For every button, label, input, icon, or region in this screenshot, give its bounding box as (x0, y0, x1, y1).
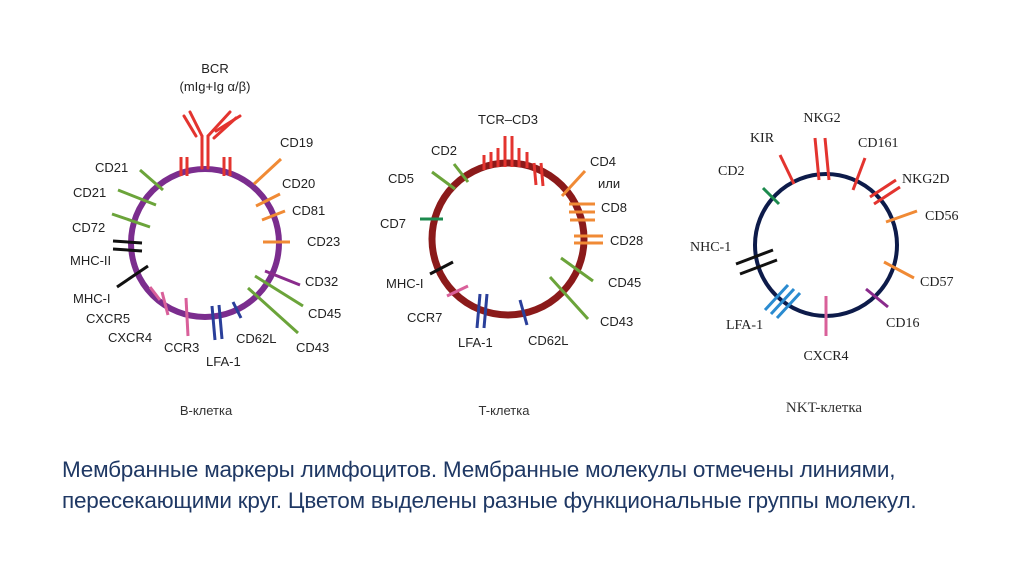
ig-alpha-beta-marker (179, 157, 232, 176)
bcr-antibody-marker (182, 110, 242, 170)
t-label-or: или (598, 176, 620, 191)
nkt-label-cd161: CD161 (858, 136, 898, 151)
nkt-label-cd16: CD16 (886, 316, 919, 331)
b-header-bcr-detail: (mIg+Ig α/β) (180, 79, 251, 94)
t-label-cd7: CD7 (380, 216, 406, 231)
cd4-marker (532, 162, 545, 187)
b-label-cd62l: CD62L (236, 331, 276, 346)
cd62l-marker-t (518, 299, 529, 326)
cd19-marker (252, 157, 283, 186)
t-label-ccr7: CCR7 (407, 310, 442, 325)
b-label-cd72: CD72 (72, 220, 105, 235)
cd43-marker (246, 286, 300, 335)
t-label-tcr-cd3: TCR–CD3 (478, 112, 538, 127)
b-label-cd45: CD45 (308, 306, 341, 321)
t-cell-membrane (428, 159, 588, 319)
figure-caption: Мембранные маркеры лимфоцитов. Мембранны… (62, 457, 917, 513)
b-label-cd81: CD81 (292, 203, 325, 218)
cd81-marker (261, 209, 286, 222)
cd8-marker (569, 202, 595, 222)
nkt-cell-caption: NKT-клетка (786, 400, 862, 416)
nkt-label-nkg2: NKG2 (803, 111, 840, 126)
t-label-cd28: CD28 (610, 233, 643, 248)
cd161-marker (851, 157, 867, 191)
nkt-label-cd2: CD2 (718, 164, 744, 179)
b-header-bcr: BCR (201, 61, 228, 76)
mhc-ii-marker (112, 239, 143, 253)
b-label-cd19: CD19 (280, 135, 313, 150)
t-label-cd2: CD2 (431, 143, 457, 158)
nkt-label-nhc1: NHC-1 (690, 240, 731, 255)
lfa1-marker-b (210, 304, 224, 341)
nkt-label-cxcr4: CXCR4 (803, 349, 848, 364)
cd45-marker-t (560, 256, 594, 283)
nkt-label-lfa1: LFA-1 (726, 318, 763, 333)
t-label-cd4: CD4 (590, 154, 616, 169)
cd2-marker-t (452, 163, 470, 183)
cd62l-marker (231, 301, 243, 319)
ccr7-marker (446, 284, 469, 298)
cd5-marker (431, 170, 456, 191)
cd72-marker (111, 212, 151, 229)
b-label-lfa1: LFA-1 (206, 354, 241, 369)
cd21-marker-a (117, 188, 157, 207)
b-cell-caption: B-клетка (180, 403, 233, 418)
b-label-mhc-i: MHC-I (73, 291, 111, 306)
nkt-cell-membrane (753, 172, 899, 318)
cd4-orange-marker (560, 169, 587, 198)
lfa1-marker-t (475, 293, 489, 329)
b-cell-diagram: BCR (mIg+Ig α/β) CD19 CD20 CD81 CD23 CD3… (70, 61, 341, 418)
cd20-marker (255, 192, 281, 208)
nkt-label-kir: KIR (750, 131, 775, 146)
nkg2-marker (813, 137, 831, 181)
cd2-marker-nkt (761, 186, 781, 206)
nkt-cell-diagram: NKG2 KIR CD161 NKG2D CD56 CD57 CD16 CXCR… (690, 111, 958, 416)
cd43-marker-t (548, 275, 590, 321)
cd56-marker (885, 209, 918, 224)
t-cell-diagram: TCR–CD3 CD2 CD5 CD7 MHC-I CCR7 LFA-1 CD6… (380, 112, 643, 418)
b-label-cd43: CD43 (296, 340, 329, 355)
nhc1-marker (735, 248, 778, 276)
b-label-cd21-a: CD21 (73, 185, 106, 200)
nkt-label-nkg2d: NKG2D (902, 172, 949, 187)
cd21-marker-b (139, 168, 164, 192)
b-label-cd23: CD23 (307, 234, 340, 249)
cd32-marker (264, 269, 301, 287)
lfa1-marker-nkt (763, 283, 802, 320)
t-label-mhc-i: MHC-I (386, 276, 424, 291)
kir-marker (778, 154, 796, 185)
t-label-cd62l: CD62L (528, 333, 568, 348)
t-label-cd45: CD45 (608, 275, 641, 290)
cd16-marker (865, 287, 889, 309)
cxcr5-marker (148, 286, 162, 301)
cd45-marker (254, 274, 304, 308)
nkt-label-cd56: CD56 (925, 209, 958, 224)
nkg2d-marker (869, 178, 901, 206)
cxcr4-marker-b (160, 291, 170, 316)
b-label-ccr3: CCR3 (164, 340, 199, 355)
b-label-cd21-b: CD21 (95, 160, 128, 175)
mhc-i-marker-b (116, 264, 149, 289)
t-label-cd5: CD5 (388, 171, 414, 186)
cd28-marker (574, 234, 603, 245)
b-label-cd32: CD32 (305, 274, 338, 289)
nkt-label-cd57: CD57 (920, 275, 953, 290)
b-label-cxcr5: CXCR5 (86, 311, 130, 326)
t-label-cd8: CD8 (601, 200, 627, 215)
b-label-mhc-ii: MHC-II (70, 253, 111, 268)
mhc-i-marker-t (429, 260, 454, 276)
ccr3-marker (184, 297, 190, 337)
t-label-cd43: CD43 (600, 314, 633, 329)
b-label-cxcr4: CXCR4 (108, 330, 152, 345)
cd57-marker (883, 260, 915, 280)
b-label-cd20: CD20 (282, 176, 315, 191)
t-label-lfa1: LFA-1 (458, 335, 493, 350)
tcr-cd3-marker (482, 136, 529, 170)
t-cell-caption: T-клетка (479, 403, 531, 418)
